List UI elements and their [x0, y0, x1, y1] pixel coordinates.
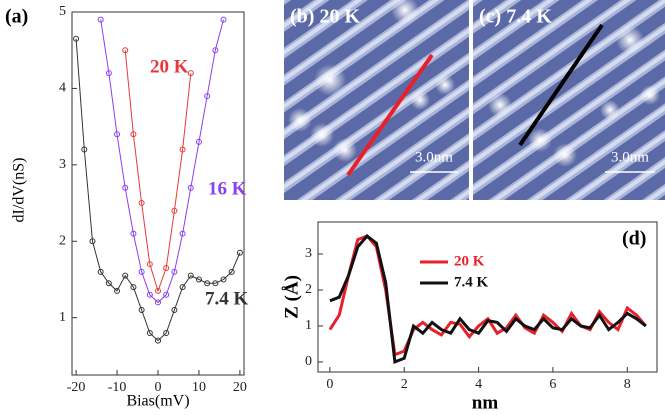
data-point: [187, 184, 194, 191]
panel-label: (d): [622, 228, 646, 250]
y-tick-label: 1: [59, 310, 66, 325]
x-tick-label: 2: [401, 377, 408, 392]
y-axis-label: Z (Å): [281, 275, 302, 319]
data-point: [122, 47, 129, 54]
series-line: [124, 50, 192, 293]
data-point: [187, 272, 194, 279]
data-point: [155, 337, 161, 344]
data-point: [146, 261, 153, 268]
y-tick-label: 0: [305, 354, 312, 369]
series-line: [100, 19, 224, 304]
data-point: [220, 16, 227, 23]
data-point: [81, 146, 88, 153]
x-tick-label: 0: [326, 377, 333, 392]
x-tick-label: 4: [475, 377, 482, 392]
data-point: [220, 276, 227, 283]
data-point: [114, 131, 121, 138]
data-point: [171, 207, 178, 214]
x-tick-label: 20: [233, 380, 247, 395]
data-point: [138, 200, 145, 207]
data-point: [163, 265, 170, 272]
y-tick-label: 3: [305, 246, 312, 261]
data-point: [187, 70, 194, 77]
legend-label: 7.4 K: [454, 274, 489, 290]
stm-image-b: (b) 20 K 3.0nm: [284, 0, 469, 200]
data-point: [155, 287, 161, 294]
data-point: [122, 184, 129, 191]
x-tick-label: 10: [192, 380, 206, 395]
y-tick-label: 2: [59, 233, 66, 248]
y-tick-label: 3: [59, 157, 66, 172]
data-point: [105, 280, 112, 287]
y-tick-label: 5: [59, 4, 66, 19]
data-point: [204, 280, 211, 287]
x-tick-label: 8: [624, 377, 631, 392]
data-point: [138, 307, 145, 314]
data-point: [73, 35, 80, 42]
image-label: (c) 7.4 K: [479, 6, 552, 28]
data-point: [130, 131, 137, 138]
y-tick-label: 4: [59, 81, 66, 96]
data-point: [89, 238, 96, 245]
data-point: [163, 291, 170, 298]
data-point: [212, 280, 219, 287]
plot-frame: [317, 221, 658, 373]
data-point: [204, 93, 211, 100]
panel-label: (a): [5, 6, 28, 28]
data-point: [236, 249, 243, 256]
image-label: (b) 20 K: [290, 6, 360, 28]
legend-label: 20 K: [454, 253, 485, 269]
data-point: [163, 329, 170, 336]
data-point: [105, 70, 112, 77]
series-line: [328, 234, 647, 357]
data-point: [114, 287, 121, 294]
data-point: [171, 268, 178, 275]
data-point: [212, 47, 219, 54]
series-line: [329, 233, 647, 364]
data-point: [155, 299, 161, 306]
data-point: [122, 272, 129, 279]
y-tick-label: 1: [305, 318, 312, 333]
data-point: [195, 138, 202, 145]
data-point: [195, 276, 202, 283]
data-point: [228, 268, 235, 275]
data-point: [171, 307, 178, 314]
series-label: 16 K: [208, 178, 247, 199]
data-point: [179, 284, 186, 291]
x-tick-label: -10: [108, 380, 127, 395]
stm-image-c: (c) 7.4 K 3.0nm: [473, 0, 665, 200]
series-label: 7.4 K: [205, 288, 249, 309]
data-point: [97, 16, 104, 23]
data-point: [179, 230, 186, 237]
x-tick-label: -20: [67, 380, 86, 395]
data-point: [146, 329, 153, 336]
data-point: [130, 230, 137, 237]
data-point: [130, 284, 137, 291]
scale-bar-label: 3.0nm: [611, 149, 649, 165]
x-axis-label: Bias(mV): [126, 393, 189, 410]
data-point: [146, 291, 153, 298]
x-tick-label: 0: [155, 380, 162, 395]
x-axis-label: nm: [472, 392, 499, 413]
data-point: [97, 268, 104, 275]
y-axis-label: dI/dV(nS): [11, 158, 28, 223]
y-tick-label: 2: [305, 282, 312, 297]
data-point: [179, 146, 186, 153]
series-label: 20 K: [150, 56, 189, 77]
data-point: [138, 268, 145, 275]
scale-bar-label: 3.0nm: [415, 149, 453, 165]
x-tick-label: 6: [549, 377, 556, 392]
